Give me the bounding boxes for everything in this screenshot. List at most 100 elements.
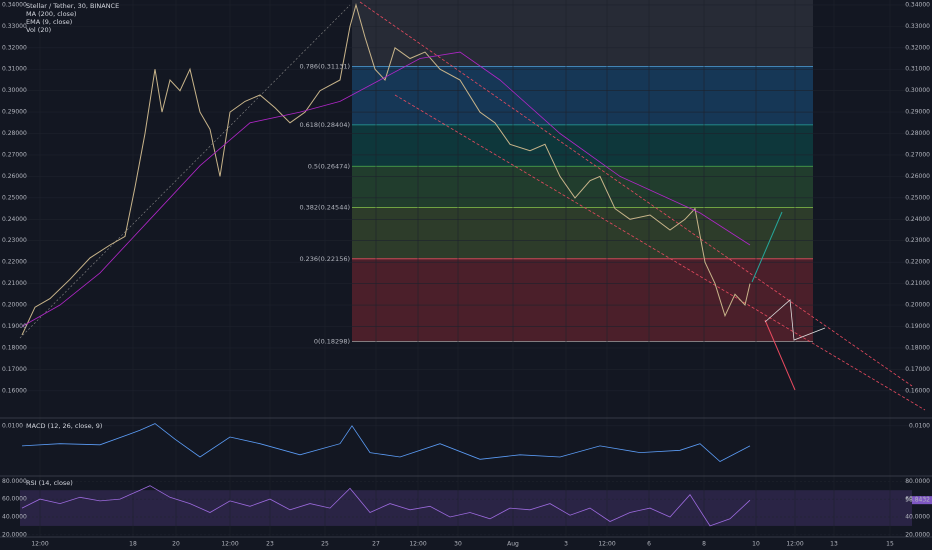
y-tick-label: 40.0000 xyxy=(905,513,930,520)
arrow xyxy=(764,319,796,391)
y-tick-label: 0.19000 xyxy=(2,323,27,330)
arrow xyxy=(751,211,783,283)
series-line xyxy=(21,51,751,327)
x-tick-label: 30 xyxy=(454,541,462,548)
y-tick-label: 0.34000 xyxy=(2,1,27,8)
y-tick-label: 0.0100 xyxy=(2,422,23,429)
x-tick-label: 13 xyxy=(830,541,838,548)
series-line xyxy=(21,3,751,336)
x-tick-label: 3 xyxy=(564,541,568,548)
y-tick-label: 0.34000 xyxy=(905,1,930,8)
price-tag-label: 58.8432 xyxy=(905,497,930,504)
y-tick-label: 0.18000 xyxy=(2,344,27,351)
x-tick-label: 23 xyxy=(266,541,274,548)
y-tick-label: 0.20000 xyxy=(2,302,27,309)
y-tick-label: 0.23000 xyxy=(2,237,27,244)
y-tick-label: 0.21000 xyxy=(905,280,930,287)
y-tick-label: 20.0000 xyxy=(2,531,27,538)
y-tick-label: 0.23000 xyxy=(905,237,930,244)
channel-line xyxy=(359,1,913,387)
y-tick-label: 0.28000 xyxy=(2,130,27,137)
y-tick-label: 0.29000 xyxy=(905,109,930,116)
y-tick-label: 0.31000 xyxy=(905,66,930,73)
y-tick-label: 0.31000 xyxy=(2,66,27,73)
fib-zones xyxy=(20,0,912,526)
fib-label: 0(0.18298) xyxy=(314,338,350,346)
x-tick-label: 12:00 xyxy=(221,541,238,548)
y-tick-label: 0.30000 xyxy=(2,87,27,94)
fib-label: 0.5(0.26474) xyxy=(308,162,350,170)
fib-label: 0.236(0.22156) xyxy=(299,255,350,263)
x-tick-label: Aug xyxy=(507,541,519,548)
x-tick-label: 18 xyxy=(129,541,137,548)
y-tick-label: 60.0000 xyxy=(2,496,27,503)
y-tick-label: 0.27000 xyxy=(2,151,27,158)
y-tick-label: 0.25000 xyxy=(905,194,930,201)
drawings xyxy=(19,1,926,411)
indicator-label: MA (200, close) xyxy=(26,10,76,18)
x-tick-label: 12:00 xyxy=(31,541,48,548)
y-tick-label: 0.0100 xyxy=(909,422,930,429)
y-tick-label: 0.25000 xyxy=(2,194,27,201)
y-tick-label: 40.0000 xyxy=(2,513,27,520)
channel-line xyxy=(394,94,926,411)
price-tag xyxy=(912,496,932,505)
x-tick-label: 20 xyxy=(172,541,180,548)
fib-zone xyxy=(352,66,813,125)
y-tick-label: 0.16000 xyxy=(905,387,930,394)
title: Stellar / Tether, 30, BINANCE xyxy=(26,2,119,10)
y-tick-label: 0.20000 xyxy=(905,302,930,309)
x-tick-label: 8 xyxy=(702,541,706,548)
x-tick-label: 15 xyxy=(886,541,894,548)
x-tick-label: 10 xyxy=(752,541,760,548)
y-tick-label: 0.18000 xyxy=(905,344,930,351)
x-tick-label: 25 xyxy=(321,541,329,548)
y-tick-label: 0.29000 xyxy=(2,109,27,116)
x-tick-label: 12:00 xyxy=(786,541,803,548)
y-tick-label: 0.32000 xyxy=(2,44,27,51)
fib-zone xyxy=(352,124,813,167)
y-tick-label: 0.22000 xyxy=(905,259,930,266)
fib-zone xyxy=(352,258,813,342)
fib-label: 0.382(0.24544) xyxy=(299,204,350,212)
y-tick-label: 0.30000 xyxy=(905,87,930,94)
y-tick-label: 0.26000 xyxy=(905,173,930,180)
y-tick-label: 0.33000 xyxy=(2,23,27,30)
series-line xyxy=(21,485,751,527)
y-tick-label: 80.0000 xyxy=(905,478,930,485)
y-tick-label: 0.22000 xyxy=(2,259,27,266)
plot xyxy=(21,3,751,527)
indicator-label: RSI (14, close) xyxy=(26,479,73,487)
fib-zone xyxy=(352,166,813,208)
y-tick-label: 0.19000 xyxy=(905,323,930,330)
fib-label: 0.618(0.28404) xyxy=(299,121,350,129)
x-tick-label: 12:00 xyxy=(598,541,615,548)
indicator-label: MACD (12, 26, close, 9) xyxy=(26,422,102,430)
indicator-label: EMA (9, close) xyxy=(26,18,72,26)
x-tick-label: 27 xyxy=(372,541,380,548)
grid xyxy=(20,0,912,537)
y-tick-label: 0.24000 xyxy=(905,216,930,223)
y-tick-label: 0.27000 xyxy=(905,151,930,158)
x-tick-label: 6 xyxy=(647,541,651,548)
fib-label: 0.786(0.31131) xyxy=(299,62,350,70)
y-tick-label: 80.0000 xyxy=(2,478,27,485)
y-tick-label: 20.0000 xyxy=(905,531,930,538)
fib-top xyxy=(352,0,813,67)
y-tick-label: 0.26000 xyxy=(2,173,27,180)
rsi-band xyxy=(20,490,912,526)
y-tick-label: 0.28000 xyxy=(905,130,930,137)
indicator-label: Vol (20) xyxy=(26,26,51,34)
y-tick-label: 0.24000 xyxy=(2,216,27,223)
y-tick-label: 0.32000 xyxy=(905,44,930,51)
x-tick-label: 12:00 xyxy=(409,541,426,548)
y-tick-label: 0.33000 xyxy=(905,23,930,30)
fib-zone xyxy=(352,207,813,259)
y-tick-label: 0.16000 xyxy=(2,387,27,394)
series-line xyxy=(21,423,751,462)
zigzag xyxy=(764,299,826,341)
y-tick-label: 0.17000 xyxy=(2,366,27,373)
y-tick-label: 0.21000 xyxy=(2,280,27,287)
